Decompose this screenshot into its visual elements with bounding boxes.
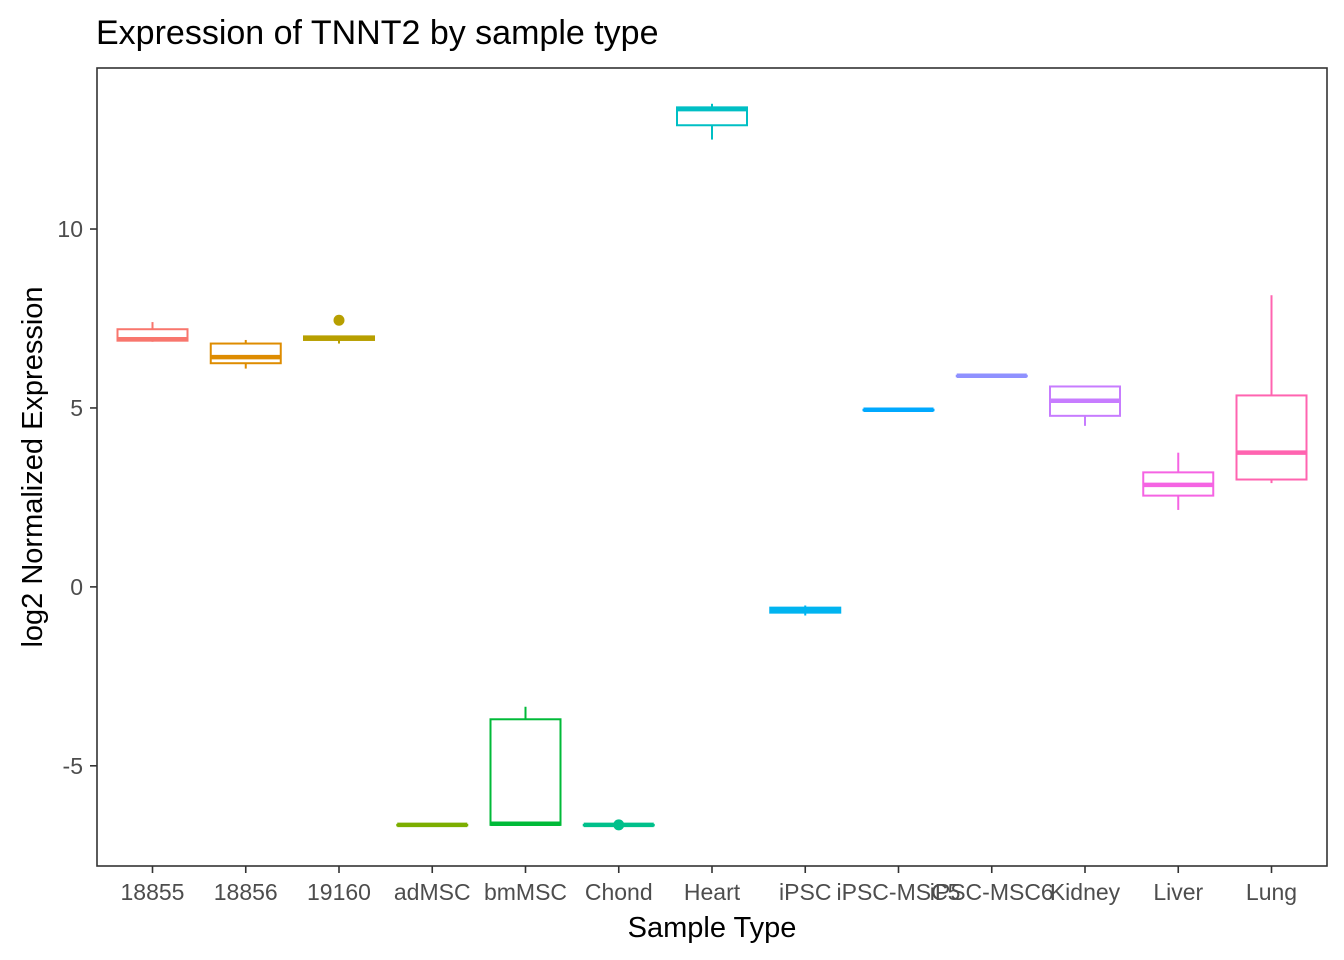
- x-tick-label: iPSC: [779, 879, 831, 905]
- box-heart: [676, 103, 748, 140]
- box-admsc: [396, 822, 469, 828]
- box-liver: [1142, 452, 1215, 510]
- box-18856: [209, 339, 282, 369]
- x-axis: 18855 18856 19160 adMSC bmMSC Chond Heart iPSC i…: [121, 866, 1297, 905]
- box-ipsc: [769, 605, 842, 616]
- box-19160: [303, 314, 375, 344]
- y-tick-label: 5: [70, 395, 83, 421]
- box-chond: [582, 819, 655, 831]
- y-axis-title: log2 Normalized Expression: [17, 286, 49, 647]
- box-ipsc-msc6: [955, 373, 1028, 378]
- box-bmmsc: [489, 706, 562, 827]
- x-tick-label: Lung: [1246, 879, 1297, 905]
- iqr-box: [209, 342, 282, 365]
- x-tick-label: Chond: [585, 879, 653, 905]
- x-tick-label: Heart: [684, 879, 741, 905]
- x-tick-label: Liver: [1153, 879, 1203, 905]
- chart-title: Expression of TNNT2 by sample type: [96, 14, 659, 52]
- box-18855: [116, 322, 189, 342]
- x-tick-label: 18856: [214, 879, 278, 905]
- x-tick-label: 19160: [307, 879, 371, 905]
- x-tick-label: iPSC-MSC5: [837, 879, 961, 905]
- outlier-point: [333, 314, 345, 326]
- y-axis: -5 0 5 10: [57, 216, 97, 779]
- outlier-point: [613, 819, 625, 831]
- box-lung: [1235, 295, 1308, 484]
- box-ipsc-msc5: [862, 407, 935, 412]
- plot-panel: [96, 67, 1328, 867]
- iqr-box: [489, 718, 562, 826]
- x-tick-label: adMSC: [394, 879, 471, 905]
- x-tick-label: bmMSC: [484, 879, 567, 905]
- box-series: [116, 103, 1308, 831]
- y-tick-label: -5: [63, 753, 83, 779]
- iqr-box: [1235, 394, 1308, 481]
- x-tick-label: 18855: [121, 879, 185, 905]
- box-kidney: [1049, 385, 1121, 426]
- y-tick-label: 10: [57, 216, 83, 242]
- x-tick-label: iPSC-MSC6: [930, 879, 1054, 905]
- x-tick-label: Kidney: [1050, 879, 1121, 905]
- y-tick-label: 0: [70, 574, 83, 600]
- x-axis-title: Sample Type: [628, 912, 797, 944]
